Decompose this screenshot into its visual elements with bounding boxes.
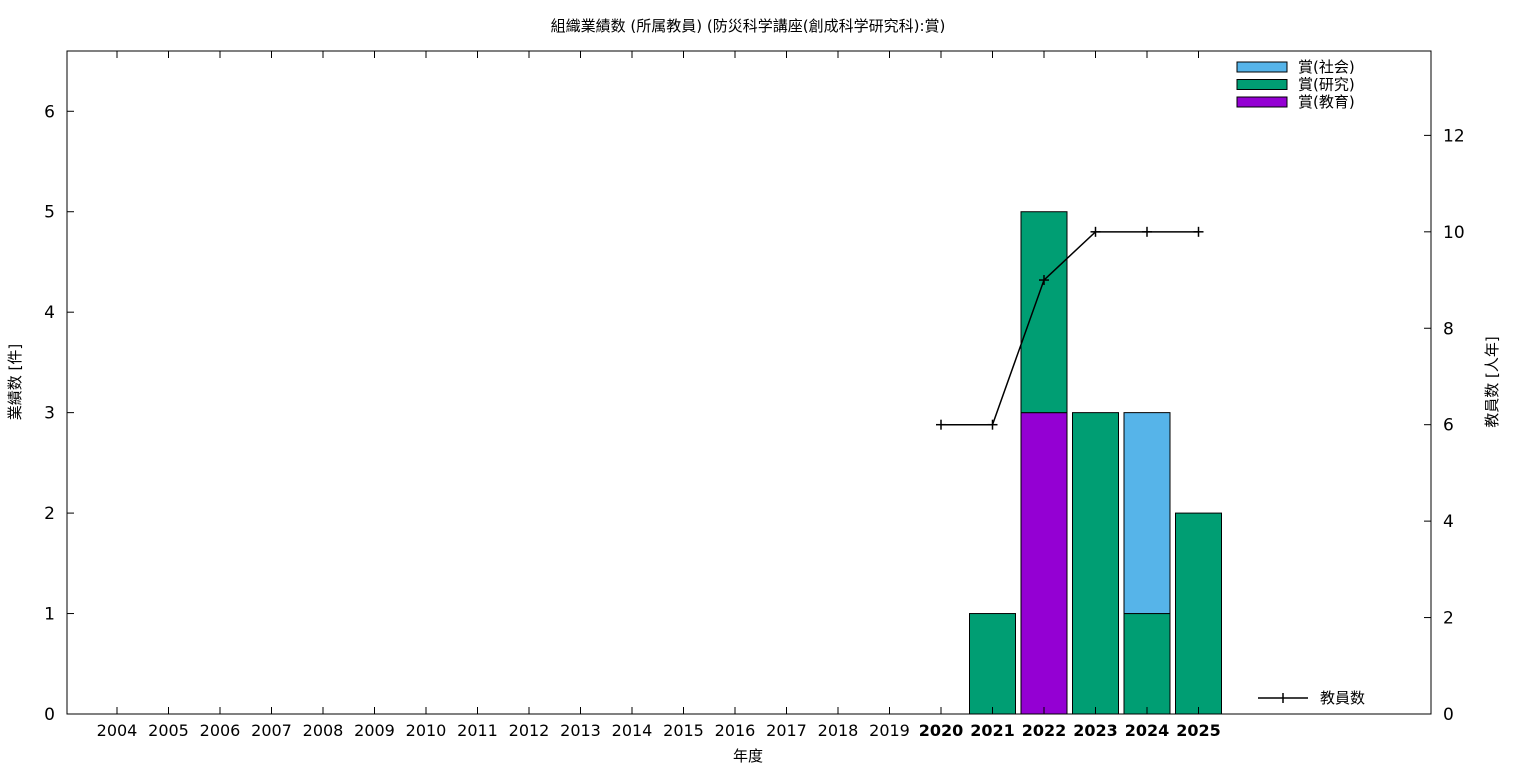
- faculty-point-2025: [1193, 226, 1204, 237]
- x-tick-label: 2015: [663, 721, 704, 740]
- bar-2024-賞(研究): [1123, 613, 1171, 715]
- y2-tick-label: 4: [1443, 512, 1454, 532]
- y2-axis-label: 教員数 [人年]: [1483, 336, 1501, 427]
- x-tick-label: 2018: [818, 721, 859, 740]
- chart-title: 組織業績数 (所属教員) (防災科学講座(創成科学研究科):賞): [551, 17, 946, 35]
- x-tick-label: 2022: [1022, 721, 1067, 740]
- faculty-line: [941, 231, 1199, 426]
- x-tick-label: 2017: [766, 721, 807, 740]
- bars-layer: [969, 211, 1222, 715]
- faculty-point-2022: [1039, 275, 1049, 286]
- bar-2021-賞(研究): [969, 613, 1016, 715]
- bar-2025-賞(研究): [1175, 512, 1222, 715]
- x-tick-label: 2025: [1176, 721, 1221, 740]
- faculty-line-layer: [936, 226, 1204, 430]
- bar-2023-賞(研究): [1072, 412, 1119, 715]
- y-tick-label: 1: [44, 605, 55, 625]
- x-tick-label: 2005: [148, 721, 189, 740]
- x-tick-label: 2019: [869, 721, 910, 740]
- legend-label-賞(教育): 賞(教育): [1298, 93, 1355, 111]
- legend-label-賞(社会): 賞(社会): [1298, 58, 1355, 76]
- y-tick-label: 3: [44, 404, 55, 424]
- x-tick-label: 2010: [406, 721, 447, 740]
- x-tick-label: 2008: [303, 721, 344, 740]
- faculty-point-2021: [987, 419, 998, 430]
- x-tick-label: 2014: [612, 721, 653, 740]
- x-tick-label: 2007: [251, 721, 292, 740]
- y2-tick-label: 8: [1443, 319, 1454, 339]
- y2-tick-label: 2: [1443, 609, 1454, 629]
- x-tick-label: 2023: [1073, 721, 1118, 740]
- x-tick-label: 2013: [560, 721, 601, 740]
- y2-tick-label: 10: [1443, 223, 1465, 243]
- legend-label-賞(研究): 賞(研究): [1298, 76, 1355, 94]
- x-tick-label: 2016: [715, 721, 756, 740]
- legend-swatch-賞(教育): [1236, 96, 1288, 108]
- bar-2022-賞(教育): [1020, 412, 1068, 715]
- x-tick-label: 2011: [457, 721, 498, 740]
- x-axis-label: 年度: [733, 747, 763, 765]
- x-tick-label: 2006: [200, 721, 241, 740]
- y-tick-label: 0: [44, 705, 55, 725]
- y-tick-label: 2: [44, 504, 55, 524]
- legend-swatch-賞(社会): [1236, 61, 1288, 73]
- faculty-point-2020: [936, 419, 946, 430]
- y-tick-label: 5: [44, 203, 55, 223]
- y2-tick-label: 6: [1443, 416, 1454, 436]
- y-tick-label: 4: [44, 303, 55, 323]
- legend-label-faculty: 教員数: [1320, 689, 1365, 707]
- x-tick-label: 2020: [919, 721, 964, 740]
- legend: 賞(社会)賞(研究)賞(教育) 教員数: [1236, 58, 1365, 707]
- x-tick-label: 2009: [354, 721, 395, 740]
- faculty-point-2023: [1090, 226, 1101, 237]
- y2-tick-label: 12: [1443, 126, 1465, 146]
- y-tick-label: 6: [44, 102, 55, 122]
- faculty-point-2024: [1142, 226, 1152, 237]
- y2-tick-label: 0: [1443, 705, 1454, 725]
- y-axis-label: 業績数 [件]: [6, 344, 24, 420]
- x-tick-label: 2021: [970, 721, 1015, 740]
- bar-2022-賞(研究): [1020, 211, 1068, 414]
- bar-2024-賞(社会): [1123, 412, 1171, 615]
- legend-swatch-賞(研究): [1236, 79, 1288, 90]
- x-tick-label: 2024: [1125, 721, 1170, 740]
- x-tick-label: 2004: [97, 721, 138, 740]
- x-tick-label: 2012: [509, 721, 550, 740]
- plot-area-frame: [66, 50, 1432, 715]
